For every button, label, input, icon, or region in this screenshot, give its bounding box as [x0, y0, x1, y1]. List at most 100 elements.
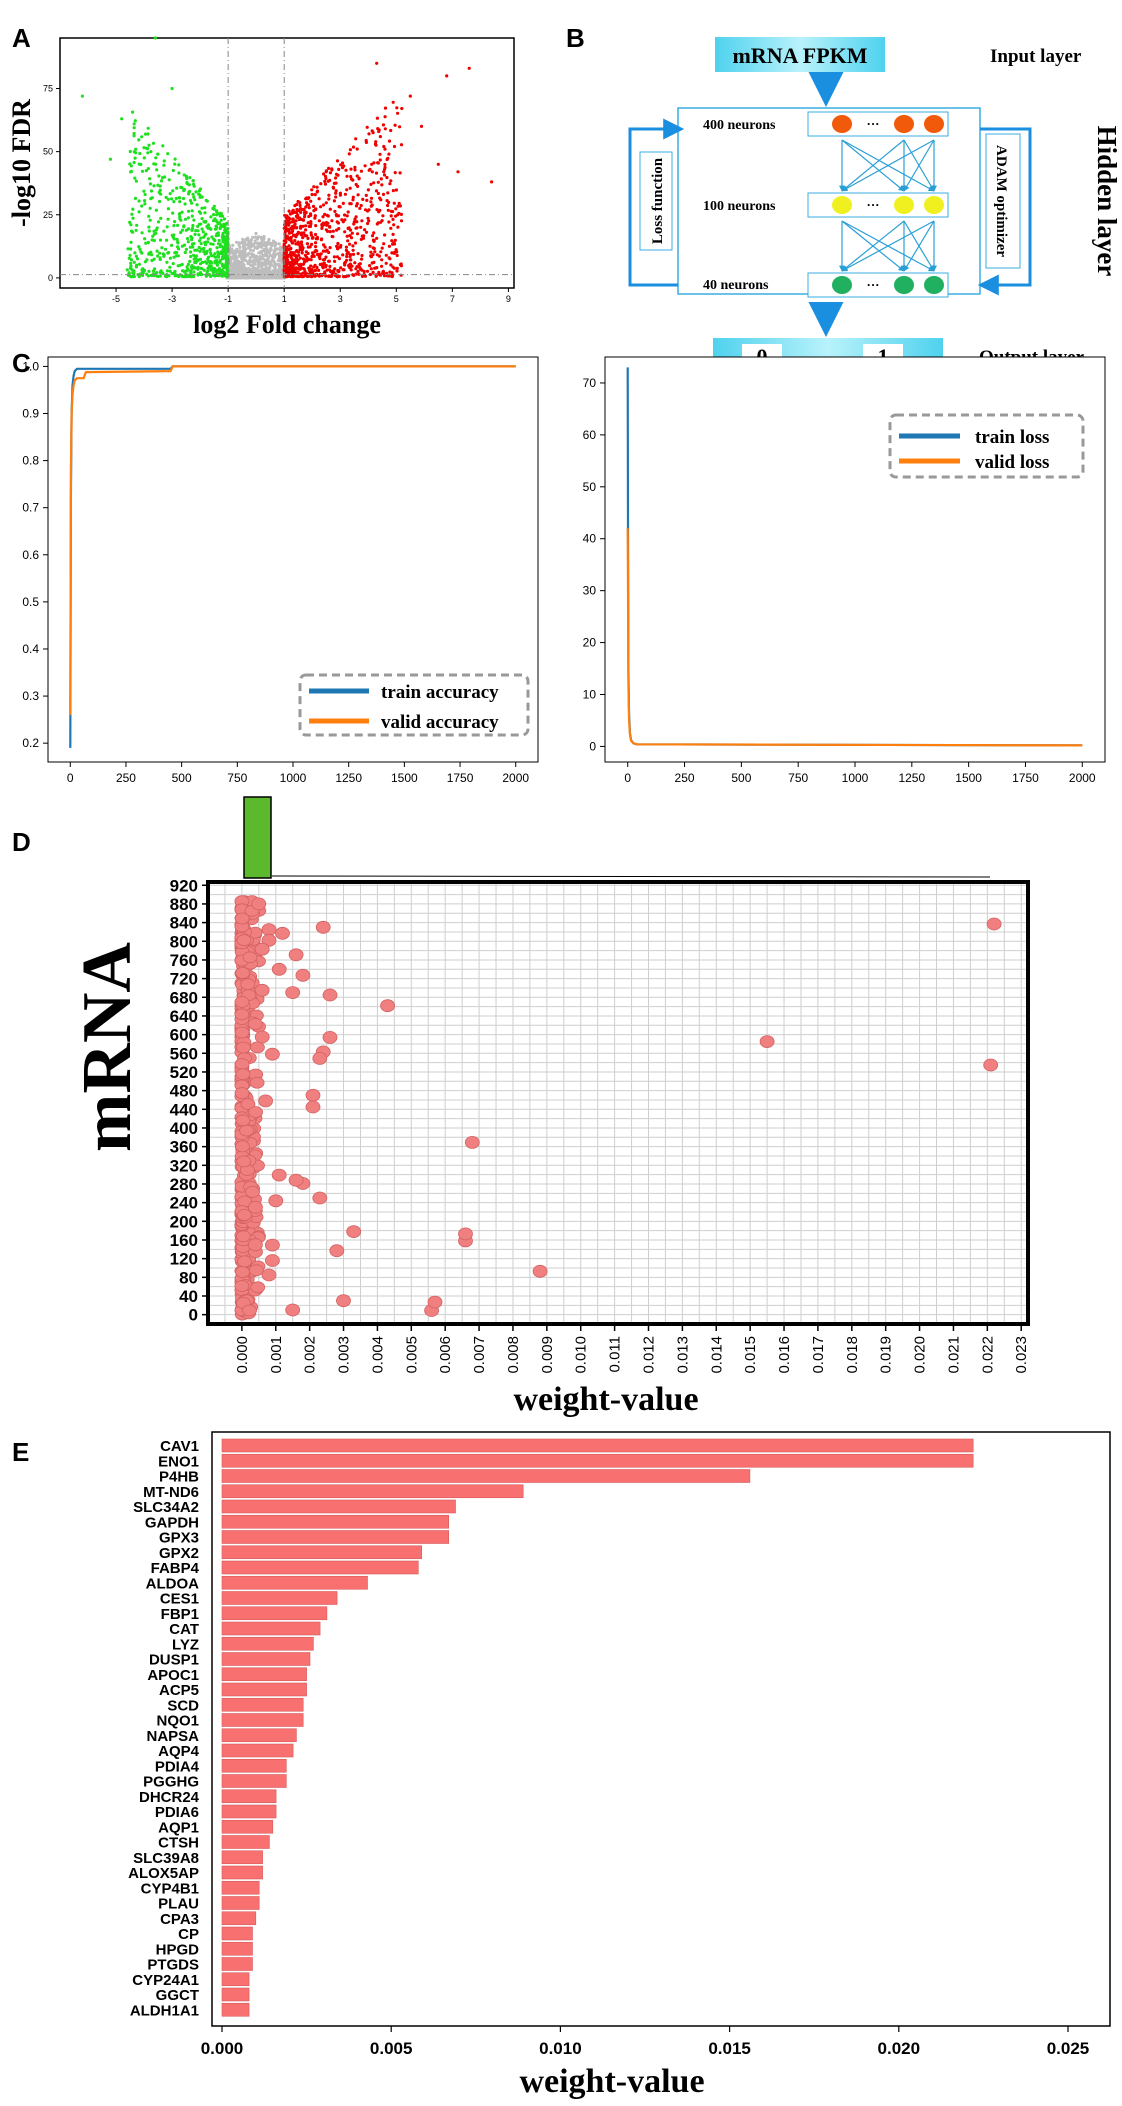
volcano-point: [372, 161, 376, 165]
series-line-valid-accuracy: [69, 365, 516, 715]
volcano-point: [180, 228, 184, 232]
volcano-point: [215, 246, 219, 250]
volcano-point: [386, 203, 390, 208]
volcano-point: [170, 86, 174, 91]
volcano-point: [257, 244, 261, 249]
volcano-point: [341, 253, 345, 257]
bar-CAT: [221, 1621, 321, 1636]
volcano-point: [318, 253, 322, 258]
volcano-point: [134, 254, 138, 258]
volcano-point: [393, 238, 397, 242]
volcano-point: [328, 225, 332, 229]
volcano-point: [213, 252, 217, 256]
volcano-point: [296, 213, 300, 217]
volcano-point: [233, 251, 237, 255]
volcano-point: [381, 192, 386, 196]
volcano-point: [327, 250, 331, 255]
neuron: [924, 115, 944, 133]
volcano-point: [308, 271, 313, 275]
volcano-point: [310, 242, 314, 246]
volcano-point: [218, 214, 222, 218]
volcano-point: [216, 260, 220, 264]
bar-CP: [221, 1926, 253, 1941]
volcano-point: [161, 144, 165, 148]
volcano-point: [322, 223, 326, 227]
bar-CYP24A1: [221, 1972, 250, 1987]
volcano-point: [352, 273, 356, 277]
y-tick-label: 0.2: [22, 736, 39, 750]
weight-point: [249, 1041, 265, 1054]
volcano-point: [380, 264, 384, 268]
volcano-point: [324, 255, 328, 259]
volcano-point: [336, 241, 340, 246]
volcano-point: [360, 274, 364, 278]
volcano-point: [132, 260, 136, 264]
bar-GPX3: [221, 1530, 449, 1544]
volcano-point: [368, 264, 372, 268]
volcano-point: [158, 238, 163, 242]
volcano-point: [279, 247, 284, 251]
volcano-point: [266, 257, 270, 261]
bar-PLAU: [221, 1896, 260, 1910]
bar-label: PDIA4: [155, 1758, 200, 1775]
volcano-point: [335, 220, 339, 224]
volcano-point: [186, 240, 190, 244]
y-tick-label: 80: [179, 1268, 198, 1287]
volcano-point: [305, 259, 309, 263]
hidden-layer-label: Hidden layer: [1092, 126, 1122, 277]
volcano-point: [358, 265, 362, 269]
volcano-point: [198, 195, 202, 199]
volcano-point: [327, 193, 331, 197]
bar-label: CAT: [169, 1621, 199, 1638]
volcano-point: [380, 258, 384, 262]
volcano-point: [193, 198, 197, 202]
volcano-point: [209, 215, 213, 219]
volcano-point: [395, 266, 399, 270]
volcano-point: [154, 228, 158, 232]
bar-label: ALDOA: [146, 1575, 199, 1592]
volcano-point: [215, 220, 219, 224]
volcano-point: [192, 218, 196, 222]
volcano-point: [140, 169, 145, 173]
volcano-point: [220, 272, 225, 276]
x-tick-label: 0.001: [268, 1336, 285, 1374]
volcano-point: [328, 274, 332, 278]
volcano-point: [350, 231, 354, 235]
weight-point: [248, 1106, 264, 1118]
connection-arrow: [841, 139, 935, 192]
volcano-point: [212, 213, 216, 217]
volcano-point: [190, 265, 194, 269]
weight-point: [254, 1030, 270, 1044]
volcano-point: [197, 210, 202, 214]
volcano-point: [129, 229, 134, 233]
volcano-point: [209, 227, 213, 231]
volcano-point: [359, 169, 363, 173]
volcano-point: [332, 199, 336, 203]
volcano-point: [370, 234, 375, 238]
weight-point: [247, 1018, 263, 1030]
volcano-point: [171, 189, 175, 193]
volcano-point: [183, 269, 187, 273]
volcano-point: [181, 196, 186, 201]
volcano-point: [165, 260, 169, 264]
volcano-point: [375, 236, 379, 240]
volcano-point: [344, 248, 348, 252]
volcano-point: [319, 205, 323, 209]
volcano-point: [395, 250, 399, 254]
volcano-point: [127, 256, 131, 260]
volcano-point: [137, 138, 141, 142]
volcano-point: [205, 270, 209, 274]
x-tick-label: 0.005: [370, 2039, 413, 2058]
bar-label: GPX3: [159, 1530, 199, 1547]
volcano-point: [395, 106, 399, 110]
volcano-point: [237, 270, 241, 274]
neuron-ellipsis: ···: [866, 116, 879, 131]
volcano-point: [140, 204, 144, 208]
volcano-point: [172, 255, 176, 259]
volcano-point: [187, 183, 191, 187]
volcano-point: [214, 224, 218, 228]
volcano-point: [356, 269, 360, 274]
y-tick-label: 160: [170, 1231, 198, 1250]
bar-SLC34A2: [221, 1499, 456, 1514]
weight-point: [235, 1266, 251, 1278]
